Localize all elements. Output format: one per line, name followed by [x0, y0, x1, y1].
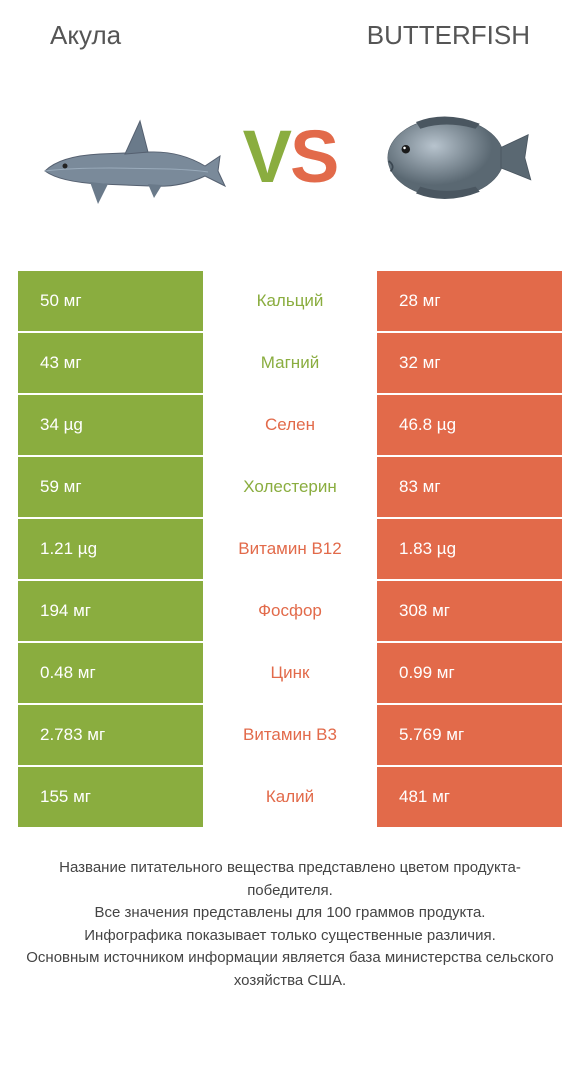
right-value-cell: 1.83 µg — [377, 519, 562, 579]
nutrient-name-cell: Калий — [203, 767, 377, 827]
footer-notes: Название питательного вещества представл… — [0, 829, 580, 992]
table-row: 50 мгКальций28 мг — [18, 271, 562, 331]
right-value-cell: 5.769 мг — [377, 705, 562, 765]
footer-line: Название питательного вещества представл… — [24, 857, 556, 902]
table-row: 194 мгФосфор308 мг — [18, 581, 562, 641]
left-value-cell: 34 µg — [18, 395, 203, 455]
vs-label: VS — [243, 114, 338, 199]
nutrient-name-cell: Витамин B3 — [203, 705, 377, 765]
nutrient-name-cell: Витамин B12 — [203, 519, 377, 579]
header: Акула BUTTERFISH — [0, 0, 580, 61]
left-value-cell: 155 мг — [18, 767, 203, 827]
footer-line: Инфографика показывает только существенн… — [24, 925, 556, 948]
right-value-cell: 83 мг — [377, 457, 562, 517]
left-value-cell: 43 мг — [18, 333, 203, 393]
right-value-cell: 0.99 мг — [377, 643, 562, 703]
images-row: VS — [0, 61, 580, 271]
right-value-cell: 308 мг — [377, 581, 562, 641]
left-value-cell: 0.48 мг — [18, 643, 203, 703]
nutrient-name-cell: Фосфор — [203, 581, 377, 641]
nutrient-name-cell: Кальций — [203, 271, 377, 331]
table-row: 0.48 мгЦинк0.99 мг — [18, 643, 562, 703]
nutrient-table: 50 мгКальций28 мг43 мгМагний32 мг34 µgСе… — [0, 271, 580, 829]
left-value-cell: 194 мг — [18, 581, 203, 641]
table-row: 43 мгМагний32 мг — [18, 333, 562, 393]
table-row: 59 мгХолестерин83 мг — [18, 457, 562, 517]
right-value-cell: 32 мг — [377, 333, 562, 393]
table-row: 155 мгКалий481 мг — [18, 767, 562, 827]
right-product-title: BUTTERFISH — [367, 20, 530, 51]
left-value-cell: 50 мг — [18, 271, 203, 331]
right-value-cell: 46.8 µg — [377, 395, 562, 455]
footer-line: Все значения представлены для 100 граммо… — [24, 902, 556, 925]
left-value-cell: 1.21 µg — [18, 519, 203, 579]
vs-s: S — [290, 115, 337, 198]
nutrient-name-cell: Цинк — [203, 643, 377, 703]
shark-image — [30, 86, 230, 226]
table-row: 1.21 µgВитамин B121.83 µg — [18, 519, 562, 579]
vs-v: V — [243, 115, 290, 198]
left-value-cell: 59 мг — [18, 457, 203, 517]
nutrient-name-cell: Холестерин — [203, 457, 377, 517]
right-value-cell: 28 мг — [377, 271, 562, 331]
footer-line: Основным источником информации является … — [24, 947, 556, 992]
table-row: 34 µgСелен46.8 µg — [18, 395, 562, 455]
nutrient-name-cell: Магний — [203, 333, 377, 393]
table-row: 2.783 мгВитамин B35.769 мг — [18, 705, 562, 765]
right-value-cell: 481 мг — [377, 767, 562, 827]
left-value-cell: 2.783 мг — [18, 705, 203, 765]
nutrient-name-cell: Селен — [203, 395, 377, 455]
left-product-title: Акула — [50, 20, 121, 51]
butterfish-image — [350, 86, 550, 226]
